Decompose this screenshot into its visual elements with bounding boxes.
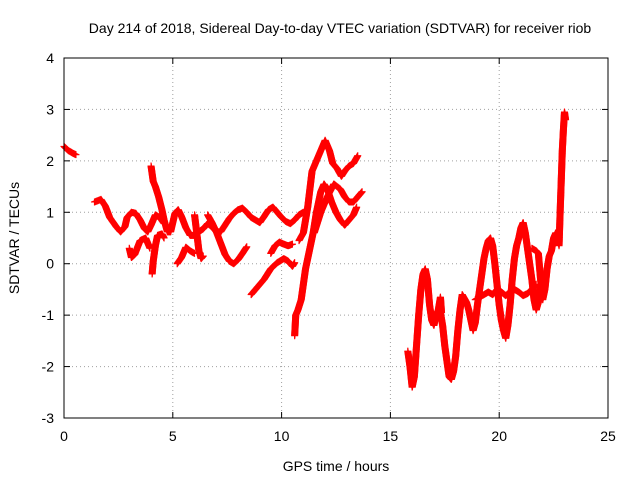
data-point xyxy=(354,152,362,160)
y-tick-label: 2 xyxy=(46,153,54,169)
series-riob-h xyxy=(204,211,251,268)
data-points xyxy=(60,108,570,391)
series-riob-j xyxy=(267,238,296,257)
tick-labels: 0 5 10 15 20 25 -3 -2 -1 0 1 2 3 4 xyxy=(42,50,616,444)
series-riob-k xyxy=(291,180,361,340)
data-point xyxy=(199,252,207,260)
chart-title: Day 214 of 2018, Sidereal Day-to-day VTE… xyxy=(89,20,592,36)
data-point xyxy=(353,203,361,211)
series-riob-b xyxy=(90,195,168,236)
y-tick-label: 3 xyxy=(46,101,54,117)
y-tick-label: 0 xyxy=(46,256,54,272)
x-tick-label: 5 xyxy=(169,428,177,444)
series-riob-g xyxy=(191,211,207,263)
y-tick-label: -1 xyxy=(42,307,55,323)
data-point xyxy=(72,151,80,159)
data-point xyxy=(358,188,366,196)
data-point xyxy=(243,243,251,251)
x-tick-label: 10 xyxy=(274,428,290,444)
y-tick-label: -3 xyxy=(42,410,55,426)
y-tick-label: 4 xyxy=(46,50,54,66)
series-riob-f xyxy=(173,243,199,268)
series-riob-m xyxy=(310,180,366,237)
series-riob-e xyxy=(148,230,168,278)
x-tick-label: 0 xyxy=(60,428,68,444)
y-tick-label: 1 xyxy=(46,204,54,220)
series-riob-l xyxy=(295,136,362,245)
y-tick-label: -2 xyxy=(42,359,55,375)
x-axis-label: GPS time / hours xyxy=(283,458,390,474)
x-tick-label: 25 xyxy=(600,428,616,444)
y-axis-label: SDTVAR / TECUs xyxy=(6,182,22,294)
series-riob-i xyxy=(247,255,299,299)
series-riob-n xyxy=(404,265,446,391)
data-point xyxy=(288,240,296,248)
series-riob-a xyxy=(60,142,80,159)
data-point xyxy=(291,259,299,267)
series-riob-c xyxy=(125,234,154,262)
x-tick-label: 20 xyxy=(491,428,507,444)
series-riob-o xyxy=(436,219,545,383)
series-riob-d xyxy=(147,162,307,239)
x-tick-label: 15 xyxy=(383,428,399,444)
data-point xyxy=(160,234,168,242)
